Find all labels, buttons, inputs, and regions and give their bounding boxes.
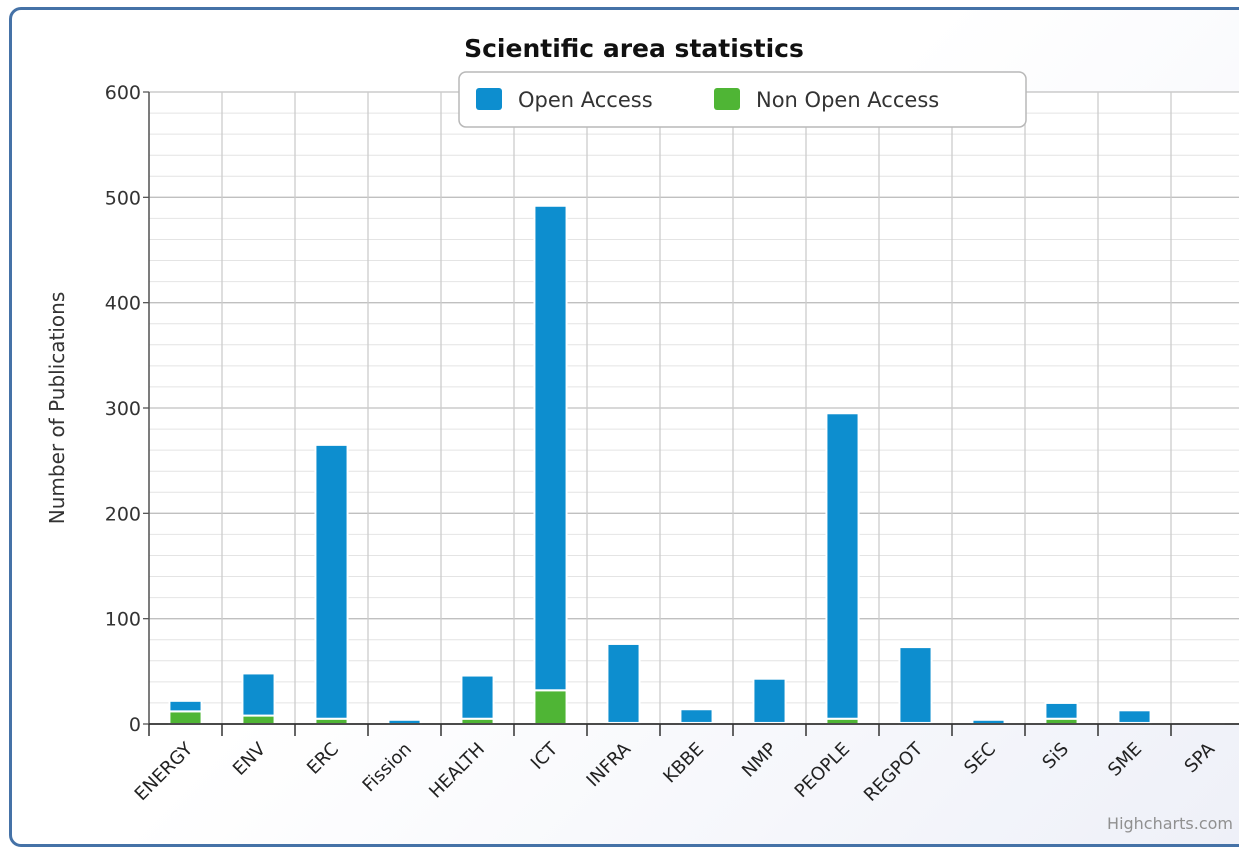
bar-open-access-infra[interactable] xyxy=(606,642,641,724)
y-tick-label: 200 xyxy=(105,503,141,525)
x-category-label: SiS xyxy=(1038,739,1073,774)
x-category-label: NMP xyxy=(738,739,781,782)
x-category-label: INFRA xyxy=(583,738,636,791)
x-category-label: ICT xyxy=(527,738,563,774)
bar-open-access-spa[interactable] xyxy=(1190,720,1225,724)
bar-open-access-health[interactable] xyxy=(460,674,495,720)
x-category-label: PEOPLE xyxy=(791,739,854,802)
y-axis-title: Number of Publications xyxy=(45,292,69,525)
legend[interactable]: Open Access Non Open Access xyxy=(458,71,1027,128)
y-tick-label: 600 xyxy=(105,82,141,104)
x-category-label: ENV xyxy=(229,738,271,780)
x-category-label: SME xyxy=(1104,739,1146,781)
legend-label-open-access[interactable]: Open Access xyxy=(518,88,653,112)
bar-open-access-energy[interactable] xyxy=(168,699,203,713)
chart-container: 0 100 200 300 400 500 600 ENERGY ENV ERC Fission HE… xyxy=(9,7,1239,847)
chart-title: Scientific area statistics xyxy=(464,34,804,63)
legend-swatch-open-access xyxy=(476,88,502,110)
bar-open-access-nmp[interactable] xyxy=(752,677,787,724)
bars-layer xyxy=(168,204,1225,726)
bar-open-access-kbbe[interactable] xyxy=(679,708,714,724)
x-category-label: REGPOT xyxy=(860,738,928,806)
y-tick-label: 500 xyxy=(105,187,141,209)
bar-open-access-ict[interactable] xyxy=(533,204,568,692)
chart-svg: 0 100 200 300 400 500 600 ENERGY ENV ERC Fission HE… xyxy=(45,34,1239,833)
bar-open-access-sis[interactable] xyxy=(1044,701,1079,720)
legend-swatch-non-open-access xyxy=(714,88,740,110)
bar-open-access-sme[interactable] xyxy=(1117,709,1152,724)
x-category-label: HEALTH xyxy=(425,739,489,803)
bar-non-open-access-env[interactable] xyxy=(241,714,276,725)
highcharts-credit[interactable]: Highcharts.com xyxy=(1107,814,1233,833)
x-category-label: ERC xyxy=(303,739,343,779)
y-tick-label: 0 xyxy=(129,714,141,736)
legend-label-non-open-access[interactable]: Non Open Access xyxy=(756,88,939,112)
legend-box xyxy=(458,71,1027,128)
grid-layer xyxy=(148,91,1239,725)
x-category-label: ENERGY xyxy=(131,738,198,805)
x-category-label: SPA xyxy=(1181,738,1220,777)
bar-open-access-erc[interactable] xyxy=(314,443,349,720)
y-tick-label: 400 xyxy=(105,293,141,315)
x-category-label: SEC xyxy=(960,739,1000,779)
bar-open-access-regpot[interactable] xyxy=(898,646,933,724)
bar-open-access-people[interactable] xyxy=(825,412,860,720)
x-category-label: Fission xyxy=(359,739,416,796)
bar-non-open-access-ict[interactable] xyxy=(533,689,568,725)
bar-non-open-access-energy[interactable] xyxy=(168,710,203,725)
y-tick-label: 300 xyxy=(105,398,141,420)
y-tick-label: 100 xyxy=(105,609,141,631)
x-category-label: KBBE xyxy=(659,739,708,788)
bar-open-access-env[interactable] xyxy=(241,672,276,717)
